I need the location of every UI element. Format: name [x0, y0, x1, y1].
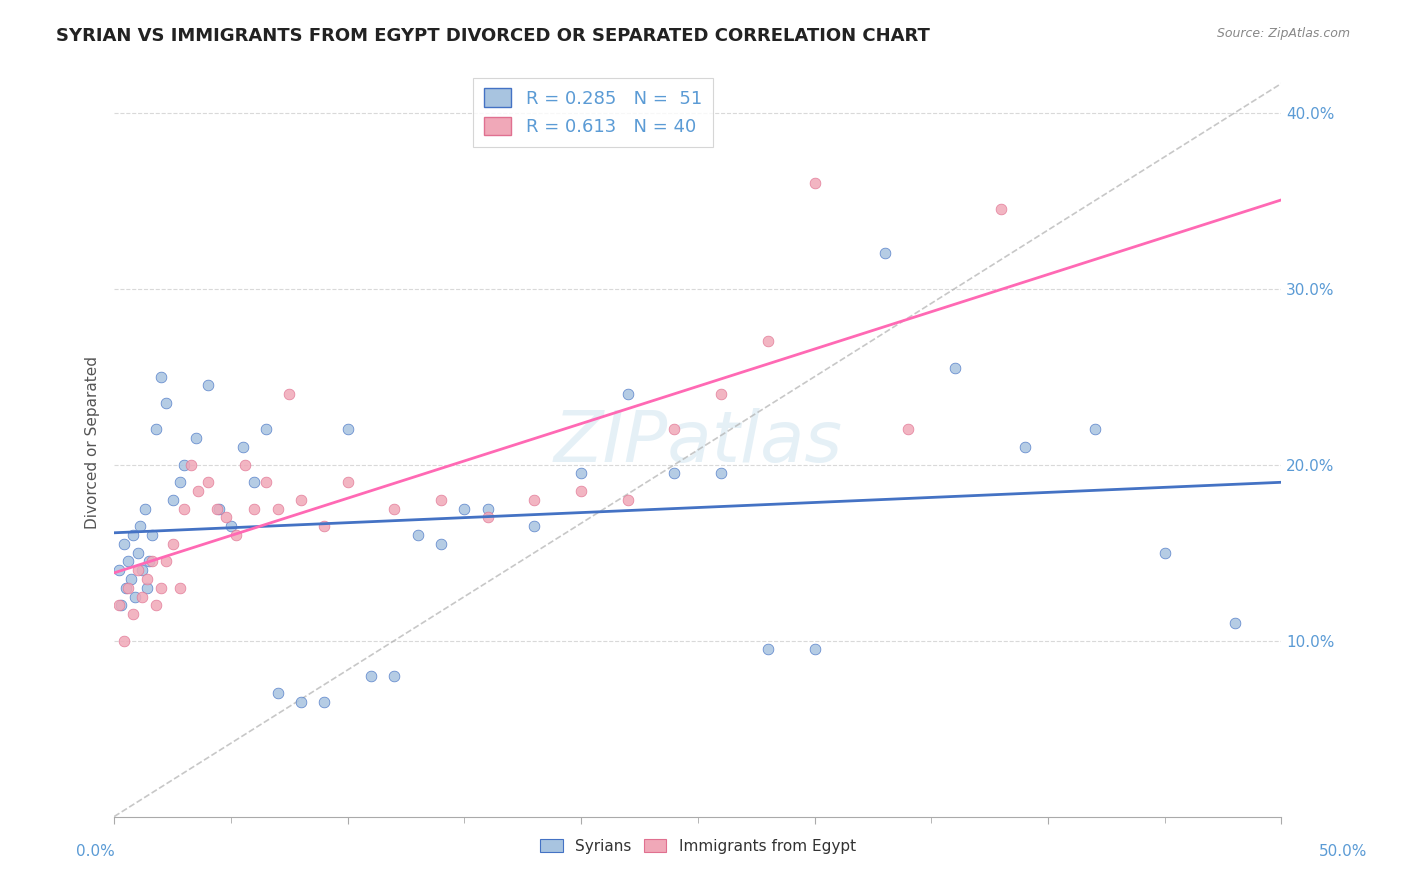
Point	[382, 501, 405, 516]
Point	[145, 599, 167, 613]
Point	[169, 475, 191, 490]
Point	[254, 475, 277, 490]
Point	[360, 669, 382, 683]
Point	[803, 642, 825, 657]
Point	[187, 483, 209, 498]
Point	[205, 501, 228, 516]
Point	[453, 501, 475, 516]
Point	[314, 519, 336, 533]
Point	[120, 572, 142, 586]
Point	[232, 440, 254, 454]
Text: SYRIAN VS IMMIGRANTS FROM EGYPT DIVORCED OR SEPARATED CORRELATION CHART: SYRIAN VS IMMIGRANTS FROM EGYPT DIVORCED…	[56, 27, 931, 45]
Point	[290, 492, 312, 507]
Point	[664, 422, 686, 436]
Point	[162, 537, 184, 551]
Point	[169, 581, 191, 595]
Point	[1223, 615, 1246, 630]
Point	[1084, 422, 1107, 436]
Point	[208, 501, 231, 516]
Point	[128, 519, 150, 533]
Point	[233, 458, 256, 472]
Point	[134, 501, 156, 516]
Point	[710, 467, 733, 481]
Point	[197, 378, 219, 392]
Point	[943, 360, 966, 375]
Point	[173, 501, 195, 516]
Point	[710, 387, 733, 401]
Point	[162, 492, 184, 507]
Text: Source: ZipAtlas.com: Source: ZipAtlas.com	[1216, 27, 1350, 40]
Point	[127, 545, 149, 559]
Point	[477, 510, 499, 524]
Point	[254, 422, 277, 436]
Point	[756, 334, 779, 349]
Point	[108, 599, 131, 613]
Point	[430, 492, 453, 507]
Point	[803, 176, 825, 190]
Point	[141, 528, 163, 542]
Point	[121, 607, 143, 621]
Point	[664, 467, 686, 481]
Point	[382, 669, 405, 683]
Point	[1014, 440, 1036, 454]
Point	[180, 458, 202, 472]
Point	[225, 528, 247, 542]
Point	[897, 422, 920, 436]
Point	[336, 422, 359, 436]
Point	[110, 599, 132, 613]
Point	[112, 633, 135, 648]
Point	[477, 501, 499, 516]
Point	[115, 581, 138, 595]
Point	[278, 387, 301, 401]
Point	[197, 475, 219, 490]
Point	[336, 475, 359, 490]
Point	[523, 492, 546, 507]
Text: 0.0%: 0.0%	[76, 845, 115, 859]
Point	[314, 695, 336, 709]
Point	[184, 431, 207, 445]
Point	[616, 387, 638, 401]
Point	[173, 458, 195, 472]
Point	[145, 422, 167, 436]
Point	[131, 563, 153, 577]
Point	[990, 202, 1012, 217]
Point	[117, 554, 139, 568]
Point	[155, 554, 177, 568]
Point	[155, 396, 177, 410]
Text: ZIPatlas: ZIPatlas	[554, 408, 842, 477]
Point	[135, 572, 157, 586]
Point	[873, 246, 896, 260]
Point	[523, 519, 546, 533]
Point	[243, 475, 266, 490]
Point	[569, 483, 592, 498]
Point	[135, 581, 157, 595]
Point	[124, 590, 146, 604]
Point	[430, 537, 453, 551]
Point	[138, 554, 160, 568]
Y-axis label: Divorced or Separated: Divorced or Separated	[86, 356, 100, 529]
Point	[149, 369, 172, 384]
Point	[215, 510, 238, 524]
Point	[266, 501, 288, 516]
Point	[243, 501, 266, 516]
Point	[266, 686, 288, 700]
Point	[406, 528, 429, 542]
Point	[616, 492, 638, 507]
Point	[219, 519, 242, 533]
Point	[290, 695, 312, 709]
Point	[131, 590, 153, 604]
Point	[108, 563, 131, 577]
Point	[117, 581, 139, 595]
Legend: R = 0.285   N =  51, R = 0.613   N = 40: R = 0.285 N = 51, R = 0.613 N = 40	[474, 78, 713, 147]
Point	[569, 467, 592, 481]
Point	[756, 642, 779, 657]
Point	[1153, 545, 1175, 559]
Point	[112, 537, 135, 551]
Point	[141, 554, 163, 568]
Point	[121, 528, 143, 542]
Point	[149, 581, 172, 595]
Text: 50.0%: 50.0%	[1319, 845, 1367, 859]
Point	[127, 563, 149, 577]
